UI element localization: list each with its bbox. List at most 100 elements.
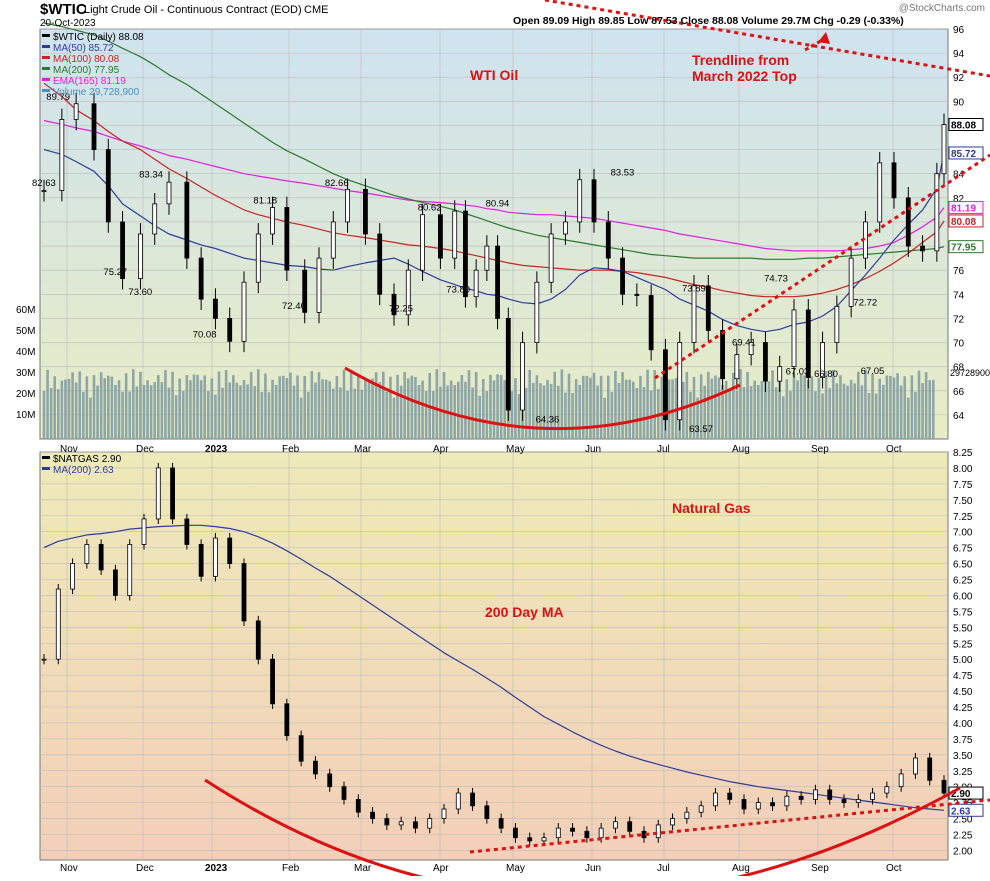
wti-price-label: 70.08 (193, 330, 217, 341)
wti-candle-body (591, 179, 597, 223)
volume-bar (542, 385, 546, 439)
volume-bar (910, 375, 914, 439)
ng-x-tick-label: Nov (60, 863, 78, 874)
volume-bar (856, 371, 860, 439)
wti-candle-body (391, 293, 397, 316)
wti-y-tick-label: 76 (953, 266, 965, 277)
volume-bar (231, 375, 235, 439)
wti-price-label: 73.89 (682, 284, 706, 295)
wti-price-label: 73.80 (446, 285, 470, 296)
wti-candle-body (345, 188, 350, 223)
ng-value-tag-label: 2.63 (951, 806, 971, 817)
ng-y-tick-label: 6.50 (953, 560, 973, 571)
ma200-annotation: 200 Day MA (485, 604, 564, 620)
wti-price-label: 72.25 (389, 303, 413, 314)
volume-bar (42, 391, 46, 439)
wti-candle-body (184, 181, 190, 259)
volume-bar (667, 379, 671, 439)
volume-bar (921, 383, 924, 439)
volume-bar (560, 369, 564, 439)
wti-value-tag (948, 214, 984, 228)
volume-bar (56, 389, 60, 439)
volume-bar (399, 385, 403, 439)
volume-bar (67, 378, 71, 439)
volume-bar (121, 391, 124, 439)
ng-legend-swatch (42, 467, 50, 470)
volume-bar (299, 397, 303, 439)
wti-candle-body (316, 257, 322, 313)
wti-candle-body (463, 210, 468, 298)
wti-candle-body (934, 173, 940, 252)
volume-bar (731, 372, 735, 439)
volume-tick-label: 50M (16, 326, 35, 337)
natgas-candle-body (927, 757, 933, 781)
volume-bar (206, 391, 210, 439)
volume-bar (367, 379, 371, 439)
wti-legend-label: MA(50) 85.72 (53, 43, 114, 54)
wti-candle-body (166, 181, 172, 205)
volume-bar (735, 390, 739, 439)
wti-y-tick-label: 90 (953, 97, 965, 108)
volume-bar (221, 387, 224, 439)
volume-bar (689, 391, 692, 439)
volume-bar (278, 376, 282, 439)
wti-candle-body (405, 269, 411, 316)
wti-candle-body (620, 257, 625, 295)
ng-y-tick-label: 8.00 (953, 464, 973, 475)
wti-candle-body (548, 233, 554, 283)
volume-bar (217, 371, 221, 439)
volume-bar (924, 372, 928, 439)
volume-bar (821, 393, 824, 439)
wti-price-label: 73.60 (128, 287, 152, 298)
volume-bar (617, 382, 621, 439)
volume-bar (124, 373, 128, 439)
volume-bar (403, 372, 407, 439)
lower-trendline (654, 153, 990, 380)
wti-price-label: 72.46 (282, 301, 306, 312)
wti-candle-body (152, 203, 158, 235)
volume-bar (53, 376, 57, 439)
ng-y-tick-label: 7.00 (953, 528, 973, 539)
wti-candle-body (834, 305, 840, 343)
volume-bar (703, 385, 707, 439)
volume-bar (781, 396, 785, 439)
volume-bar (210, 378, 214, 439)
volume-bar (339, 387, 342, 439)
wti-annotation-title: WTI Oil (470, 67, 518, 83)
volume-bar (174, 395, 178, 439)
volume-bar (760, 381, 764, 439)
ng-value-tag (948, 803, 984, 817)
ng-y-tick-label: 2.25 (953, 831, 973, 842)
volume-bar (314, 382, 317, 439)
ng-x-tick-label: Feb (282, 863, 300, 874)
natgas-candle-body (255, 620, 261, 660)
wti-candle-body (534, 281, 540, 343)
wti-volume-value: 29728900 (950, 368, 990, 378)
volume-bar (864, 369, 867, 439)
natgas-candle-body (627, 821, 633, 832)
ng-y-tick-label: 2.50 (953, 815, 973, 826)
volume-bar (396, 374, 399, 439)
wti-y-tick-label: 94 (953, 49, 965, 60)
volume-bar (756, 384, 760, 439)
volume-bar (653, 370, 657, 439)
natgas-candle-body (784, 795, 790, 807)
volume-bar (96, 385, 99, 439)
volume-bar (353, 388, 357, 439)
volume-bar (896, 373, 899, 439)
wti-value-tag-label: 85.72 (951, 149, 976, 160)
volume-bar (642, 386, 646, 439)
natgas-candle-body (227, 537, 233, 564)
volume-bar (564, 392, 567, 439)
volume-bar (453, 385, 457, 439)
volume-bar (739, 369, 742, 439)
volume-bar (235, 382, 239, 439)
volume-bar (389, 376, 392, 439)
wti-legend-swatch (42, 34, 50, 37)
volume-bar (874, 393, 878, 439)
volume-bar (342, 369, 346, 439)
volume-bar (881, 384, 885, 439)
volume-bar (99, 372, 103, 439)
natgas-candle-body (727, 792, 733, 800)
volume-bar (92, 375, 96, 439)
